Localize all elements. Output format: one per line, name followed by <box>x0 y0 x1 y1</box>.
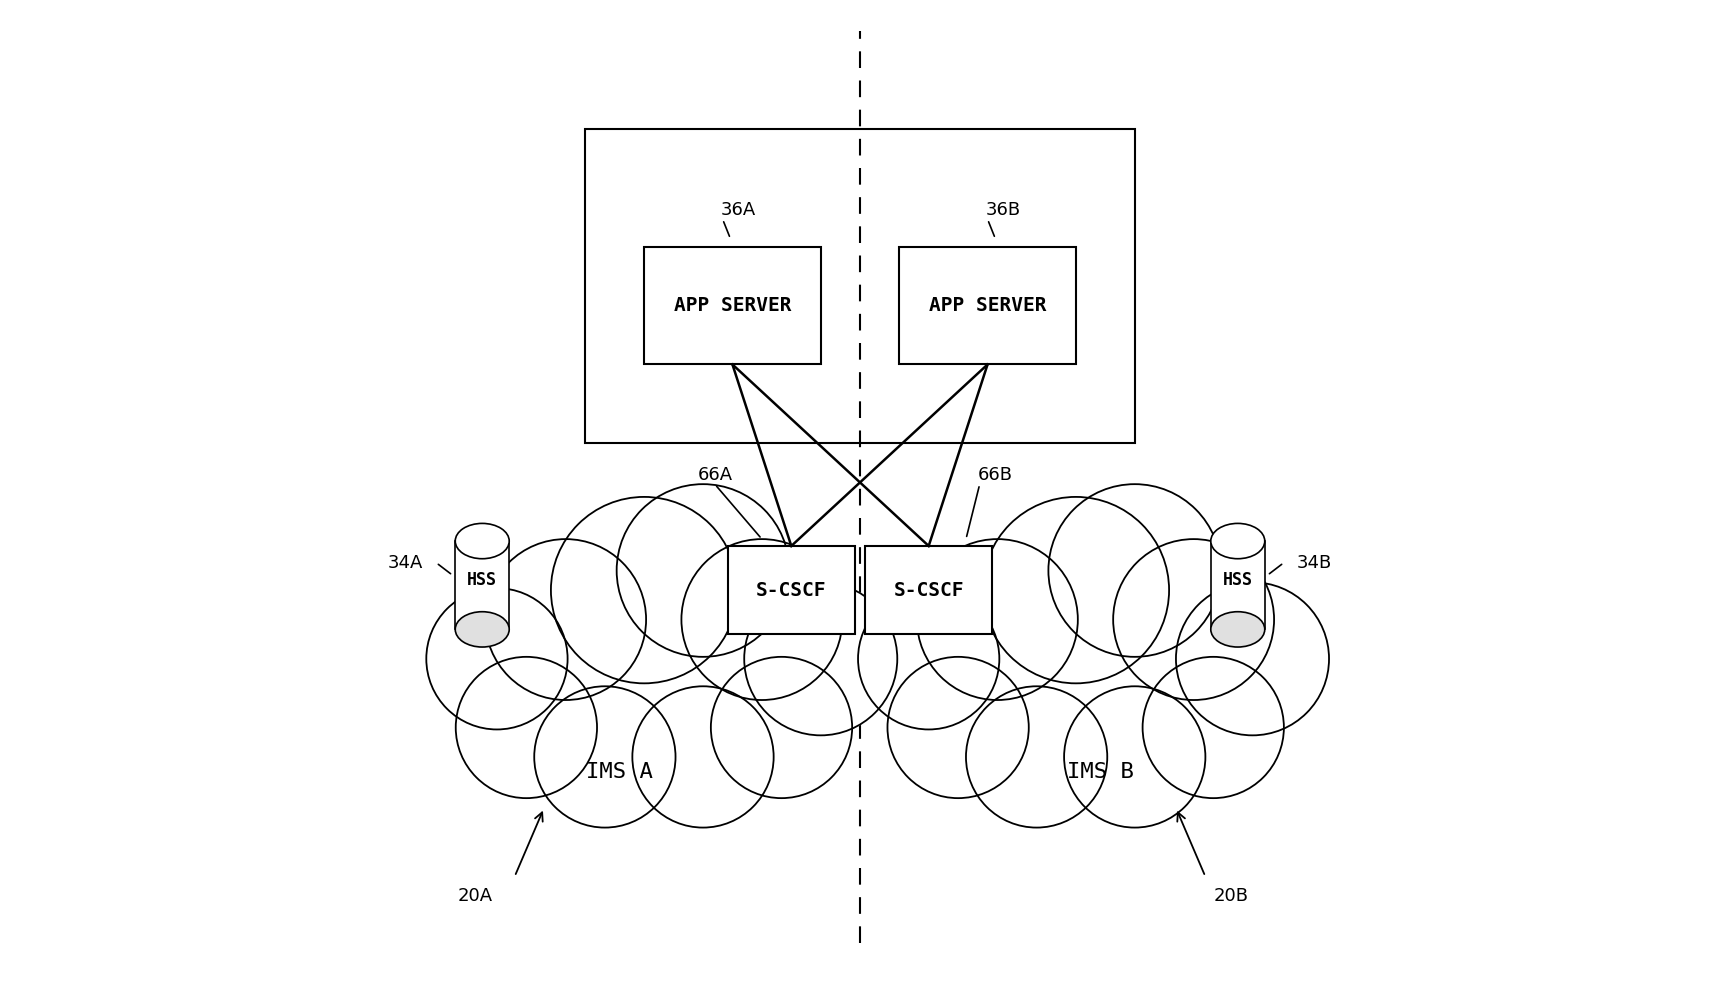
Ellipse shape <box>1211 523 1264 559</box>
Bar <box>728 546 855 635</box>
Circle shape <box>456 657 597 798</box>
Circle shape <box>1049 484 1221 657</box>
Bar <box>643 247 820 364</box>
Text: 66B: 66B <box>977 466 1013 484</box>
Text: 36A: 36A <box>721 201 755 219</box>
Text: S-CSCF: S-CSCF <box>757 581 827 599</box>
Text: HSS: HSS <box>1223 572 1252 589</box>
Text: 36B: 36B <box>986 201 1020 219</box>
Ellipse shape <box>1211 612 1264 647</box>
Circle shape <box>427 588 568 729</box>
Bar <box>585 129 1135 443</box>
Text: 20B: 20B <box>1213 888 1249 905</box>
Bar <box>1211 541 1264 630</box>
Ellipse shape <box>456 612 509 647</box>
Circle shape <box>1113 539 1275 700</box>
Circle shape <box>681 539 843 700</box>
Circle shape <box>1176 583 1330 735</box>
Text: APP SERVER: APP SERVER <box>674 296 791 315</box>
Circle shape <box>550 497 738 683</box>
Circle shape <box>1065 686 1206 828</box>
Circle shape <box>633 686 774 828</box>
Circle shape <box>485 539 647 700</box>
Text: S-CSCF: S-CSCF <box>893 581 963 599</box>
Circle shape <box>858 588 999 729</box>
Circle shape <box>917 539 1078 700</box>
Text: 66A: 66A <box>698 466 733 484</box>
Circle shape <box>617 484 789 657</box>
Text: IMS A: IMS A <box>587 762 654 781</box>
Circle shape <box>982 497 1170 683</box>
Circle shape <box>710 657 851 798</box>
Bar <box>456 541 509 630</box>
Text: APP SERVER: APP SERVER <box>929 296 1046 315</box>
Text: HSS: HSS <box>468 572 497 589</box>
Bar <box>865 546 992 635</box>
Circle shape <box>745 583 898 735</box>
Circle shape <box>967 686 1108 828</box>
Text: 34B: 34B <box>1297 554 1331 572</box>
Circle shape <box>1142 657 1283 798</box>
Circle shape <box>888 657 1029 798</box>
Text: 34A: 34A <box>389 554 423 572</box>
Ellipse shape <box>456 523 509 559</box>
Circle shape <box>535 686 676 828</box>
Text: IMS B: IMS B <box>1066 762 1133 781</box>
Text: 20A: 20A <box>458 888 494 905</box>
Bar <box>900 247 1077 364</box>
